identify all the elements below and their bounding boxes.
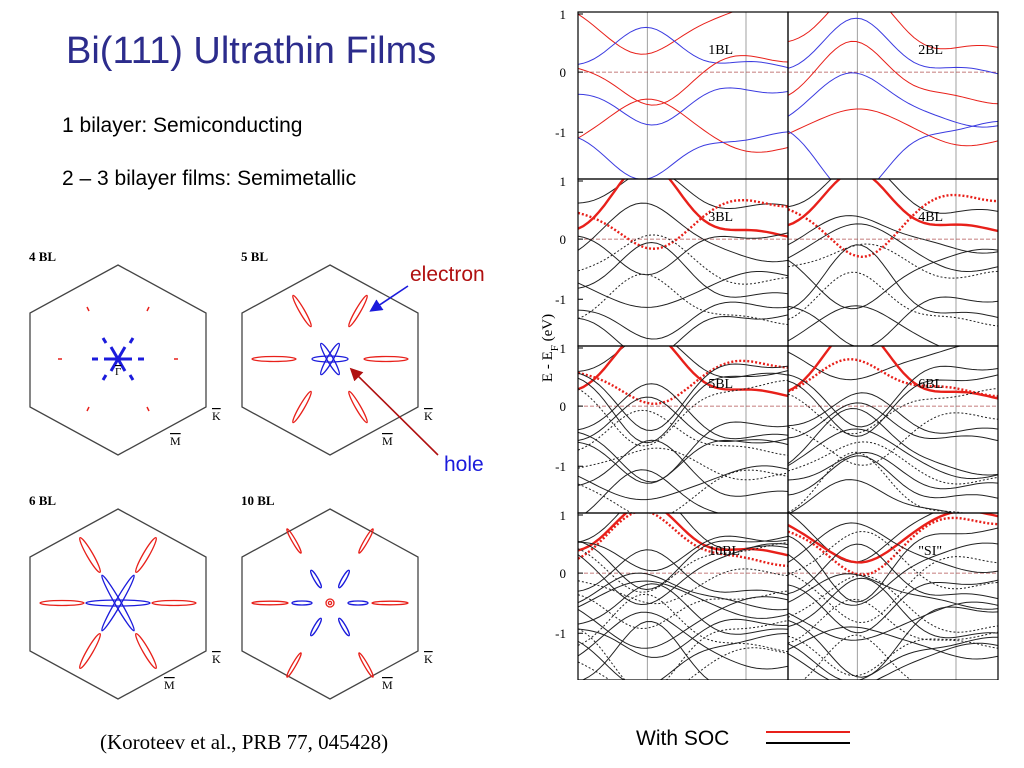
- hole-annotation: hole: [444, 453, 484, 476]
- center-pocket: [325, 598, 335, 608]
- band-panel-3bl: 3BL: [577, 178, 789, 347]
- m-label-6bl: M: [164, 678, 175, 692]
- band-ytick: 0: [560, 65, 567, 80]
- k-label-10bl: K: [424, 652, 433, 666]
- band-panel-1bl: 1BL: [577, 11, 789, 180]
- band-panel-label: 10BL: [708, 544, 740, 559]
- band-ytick: -1: [555, 125, 566, 140]
- panel-label-4bl: 4 BL: [29, 249, 56, 264]
- hole-pockets: [85, 574, 151, 632]
- bullet-1: 1 bilayer: Semiconducting: [62, 114, 303, 137]
- band-ytick: -1: [555, 459, 566, 474]
- hole-pockets: [291, 569, 369, 637]
- band-ytick: 0: [560, 232, 567, 247]
- m-label-10bl: M: [382, 678, 393, 692]
- hole-pockets: [92, 337, 144, 381]
- band-panel-4bl: 4BL: [787, 178, 999, 347]
- band-panel-label: 5BL: [708, 377, 733, 392]
- k-label-6bl: K: [212, 652, 221, 666]
- band-panel-si: "SI": [787, 512, 999, 680]
- band-panel-label: 4BL: [918, 210, 943, 225]
- panel-label-10bl: 10 BL: [241, 493, 275, 508]
- electron-pockets: [39, 536, 197, 670]
- band-ytick: 1: [560, 341, 567, 356]
- electron-annotation: electron: [410, 263, 485, 286]
- panel-label-5bl: 5 BL: [241, 249, 268, 264]
- m-label-5bl: M: [382, 434, 393, 448]
- band-ytick: -1: [555, 292, 566, 307]
- band-panel-5bl: 5BL: [577, 345, 789, 514]
- fermi-panel-10bl: 10 BL K M: [241, 493, 433, 700]
- citation: (Koroteev et al., PRB 77, 045428): [100, 730, 389, 754]
- k-label-4bl: K: [212, 409, 221, 423]
- fermi-panel-6bl: 6 BL K M: [29, 493, 221, 700]
- electron-pockets: [58, 306, 178, 412]
- hole-arrow: [349, 367, 439, 456]
- fermi-surface-figure: 4 BL Γ K M 5 BL: [29, 249, 433, 700]
- band-ytick: 1: [560, 508, 567, 523]
- band-panel-label: 3BL: [708, 210, 733, 225]
- band-panel-label: 6BL: [918, 377, 943, 392]
- soc-legend-lines: [766, 731, 850, 744]
- hole-pockets: [311, 342, 349, 376]
- with-soc-label: With SOC: [636, 727, 730, 750]
- band-ytick: 1: [560, 8, 567, 22]
- band-panel-label: 2BL: [918, 43, 943, 58]
- k-label-5bl: K: [424, 409, 433, 423]
- band-ytick: 0: [560, 399, 567, 414]
- m-label-4bl: M: [170, 434, 181, 448]
- band-panel-10bl: 10BL: [577, 512, 789, 680]
- band-panel-label: 1BL: [708, 43, 733, 58]
- fermi-panel-4bl: 4 BL Γ K M: [29, 249, 221, 456]
- gamma-label-4bl: Γ: [115, 366, 121, 378]
- band-ytick: 1: [560, 174, 567, 189]
- band-panel-6bl: 6BL: [787, 345, 999, 514]
- band-ytick: 0: [560, 566, 567, 581]
- electron-pockets: [251, 528, 409, 678]
- electron-arrow: [369, 285, 409, 312]
- panel-label-6bl: 6 BL: [29, 493, 56, 508]
- band-panel-2bl: 2BL: [787, 11, 999, 180]
- band-ylabel: E - EF (eV): [540, 314, 561, 382]
- band-structure-figure: E - EF (eV) 1BL 1 0 -1 2BL 3BL 1 0 -1 4BL 5BL 1 0 -1 6B…: [540, 8, 999, 680]
- fermi-panel-5bl: 5 BL K M: [241, 249, 433, 456]
- bullet-2: 2 – 3 bilayer films: Semimetallic: [62, 167, 357, 190]
- band-ytick: -1: [555, 626, 566, 641]
- band-panel-label: "SI": [918, 544, 942, 559]
- slide-title: Bi(111) Ultrathin Films: [66, 30, 437, 72]
- electron-pockets: [251, 294, 409, 424]
